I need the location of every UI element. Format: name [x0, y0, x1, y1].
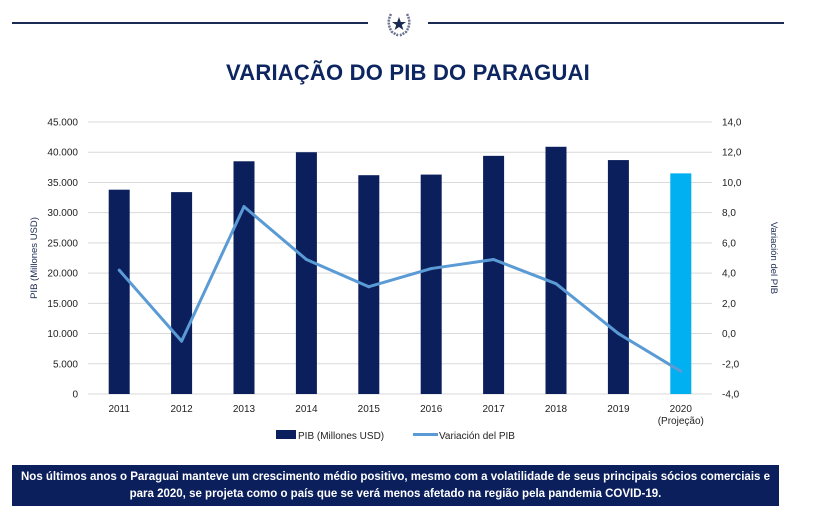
right-tick-label: 12,0 — [722, 148, 742, 159]
right-axis-label: Variación del PIB — [768, 222, 779, 294]
left-tick-label: 0 — [72, 390, 78, 401]
left-tick-label: 35.000 — [47, 178, 78, 189]
variation-point-2017 — [492, 258, 496, 262]
variation-point-2019 — [616, 332, 620, 336]
variation-point-2012 — [180, 339, 184, 343]
x-tick-label: 2013 — [233, 404, 256, 415]
header-rule-left — [12, 22, 368, 24]
right-tick-label: 0,0 — [722, 329, 736, 340]
left-axis-label: PIB (Millones USD) — [29, 217, 40, 299]
legend-swatch-bar — [276, 430, 296, 439]
chart: 0 -4,0 5.000 -2,0 10.000 0,0 15.000 2,0 20.000 4,… — [29, 118, 779, 443]
x-tick-label: 2018 — [545, 404, 568, 415]
bar-2012 — [171, 192, 193, 394]
bar-2017 — [483, 155, 505, 394]
right-tick-label: -4,0 — [722, 390, 740, 401]
bar-2020 — [670, 173, 692, 394]
right-tick-label: -2,0 — [722, 359, 740, 370]
footer-line-1: Nos últimos anos o Paraguai manteve um c… — [20, 471, 771, 483]
right-tick-label: 8,0 — [722, 208, 736, 219]
legend-label-bar: PIB (Millones USD) — [298, 431, 384, 442]
left-tick-label: 25.000 — [47, 238, 78, 249]
variation-point-2018 — [554, 282, 558, 286]
left-tick-label: 45.000 — [47, 118, 78, 129]
variation-point-2015 — [367, 285, 371, 289]
right-tick-label: 14,0 — [722, 118, 742, 129]
x-tick-label: 2012 — [170, 404, 193, 415]
x-tick-label: 2019 — [607, 404, 630, 415]
star-wreath-emblem-icon — [387, 13, 411, 37]
left-tick-label: 15.000 — [47, 299, 78, 310]
footer-note: Nos últimos anos o Paraguai manteve um c… — [12, 465, 779, 506]
variation-point-2020 — [679, 369, 683, 373]
bar-2018 — [545, 146, 567, 394]
x-tick-label: 2016 — [420, 404, 443, 415]
header-rule-right — [428, 22, 784, 24]
x-tick-label: 2020 — [670, 404, 693, 415]
left-tick-label: 5.000 — [53, 359, 78, 370]
left-tick-label: 20.000 — [47, 269, 78, 280]
x-tick-label: 2011 — [108, 404, 130, 415]
legend: PIB (Millones USD) Variación del PIB — [276, 430, 515, 442]
right-tick-label: 6,0 — [722, 238, 736, 249]
bar-2019 — [607, 160, 629, 394]
variation-line — [118, 205, 682, 373]
variation-point-2013 — [242, 205, 246, 209]
chart-title: VARIAÇÃO DO PIB DO PARAGUAI — [226, 60, 590, 85]
footer-line-2: para 2020, se projeta como o país que se… — [129, 488, 662, 500]
x-tick-label: 2015 — [358, 404, 381, 415]
left-tick-label: 10.000 — [47, 329, 78, 340]
left-tick-label: 30.000 — [47, 208, 78, 219]
right-tick-label: 2,0 — [722, 299, 736, 310]
bar-2014 — [295, 152, 317, 394]
bar-2015 — [358, 175, 380, 394]
x-tick-label: 2017 — [482, 404, 505, 415]
variation-point-2016 — [429, 267, 433, 271]
x-tick-label: 2014 — [295, 404, 318, 415]
left-tick-label: 40.000 — [47, 148, 78, 159]
legend-label-line: Variación del PIB — [439, 431, 515, 442]
x-tick-sublabel: (Projeção) — [658, 416, 704, 427]
right-tick-label: 10,0 — [722, 178, 742, 189]
bar-2016 — [420, 174, 442, 394]
bar-2013 — [233, 161, 255, 394]
bar-2011 — [108, 189, 130, 394]
variation-point-2014 — [304, 258, 308, 262]
variation-point-2011 — [117, 268, 121, 272]
right-tick-label: 4,0 — [722, 269, 736, 280]
